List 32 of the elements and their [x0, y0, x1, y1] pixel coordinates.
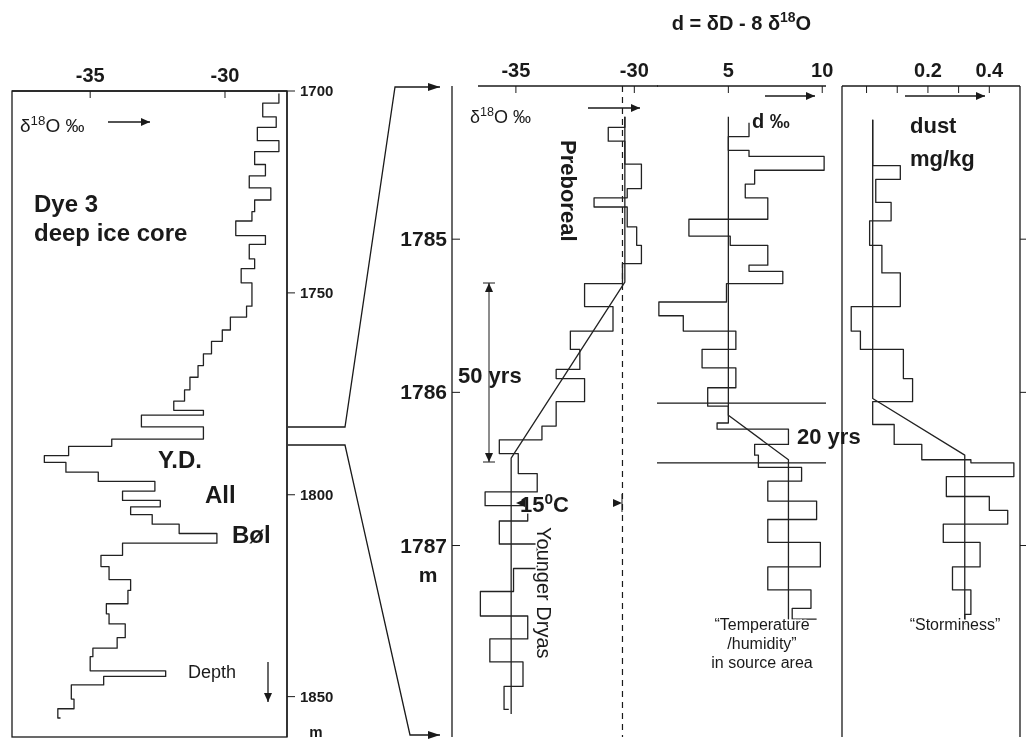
annotation: Preboreal: [556, 140, 581, 242]
annotation: Depth: [188, 662, 237, 682]
annotation: Dye 3 deep ice core: [34, 190, 188, 246]
y-tick-label: 1750: [300, 283, 334, 301]
annotation: All: [205, 481, 236, 508]
x-tick-label: 5: [722, 59, 734, 81]
annotation: d ‰: [752, 110, 790, 132]
x-tick-label: -30: [619, 59, 649, 81]
y-axis-title: m: [418, 563, 438, 586]
annotation: “Storminess”: [909, 616, 1001, 633]
y-axis-title: m: [309, 723, 323, 739]
annotation: “Temperature /humidity” in source area: [711, 616, 813, 672]
x-tick-label: -30: [210, 64, 240, 86]
annotation: dust mg/kg: [910, 113, 975, 171]
annotation: δ$^{18}$O ‰: [470, 105, 532, 127]
y-tick-label: 1800: [300, 485, 334, 503]
x-tick-label: 0.4: [975, 59, 1005, 81]
annotation: Y.D.: [158, 446, 203, 473]
x-tick-label: -35: [75, 64, 105, 86]
chart-title: d = δD - 8 δ$^{18}$O: [671, 9, 812, 34]
annotation: Bøl: [232, 521, 271, 548]
annotation: Younger Dryas: [533, 527, 555, 659]
annotation: δ$^{18}$O ‰: [20, 112, 85, 136]
x-tick-label: -35: [501, 59, 531, 81]
y-tick-label: 1850: [300, 687, 334, 705]
x-tick-label: 0.2: [914, 59, 942, 81]
annotation: 50 yrs: [458, 363, 522, 388]
x-tick-label: 10: [811, 59, 834, 81]
y-tick-label: 1700: [300, 82, 334, 99]
y-tick-label: 1786: [400, 380, 447, 404]
y-tick-label: 1787: [400, 533, 447, 557]
y-tick-label: 1785: [400, 227, 448, 251]
